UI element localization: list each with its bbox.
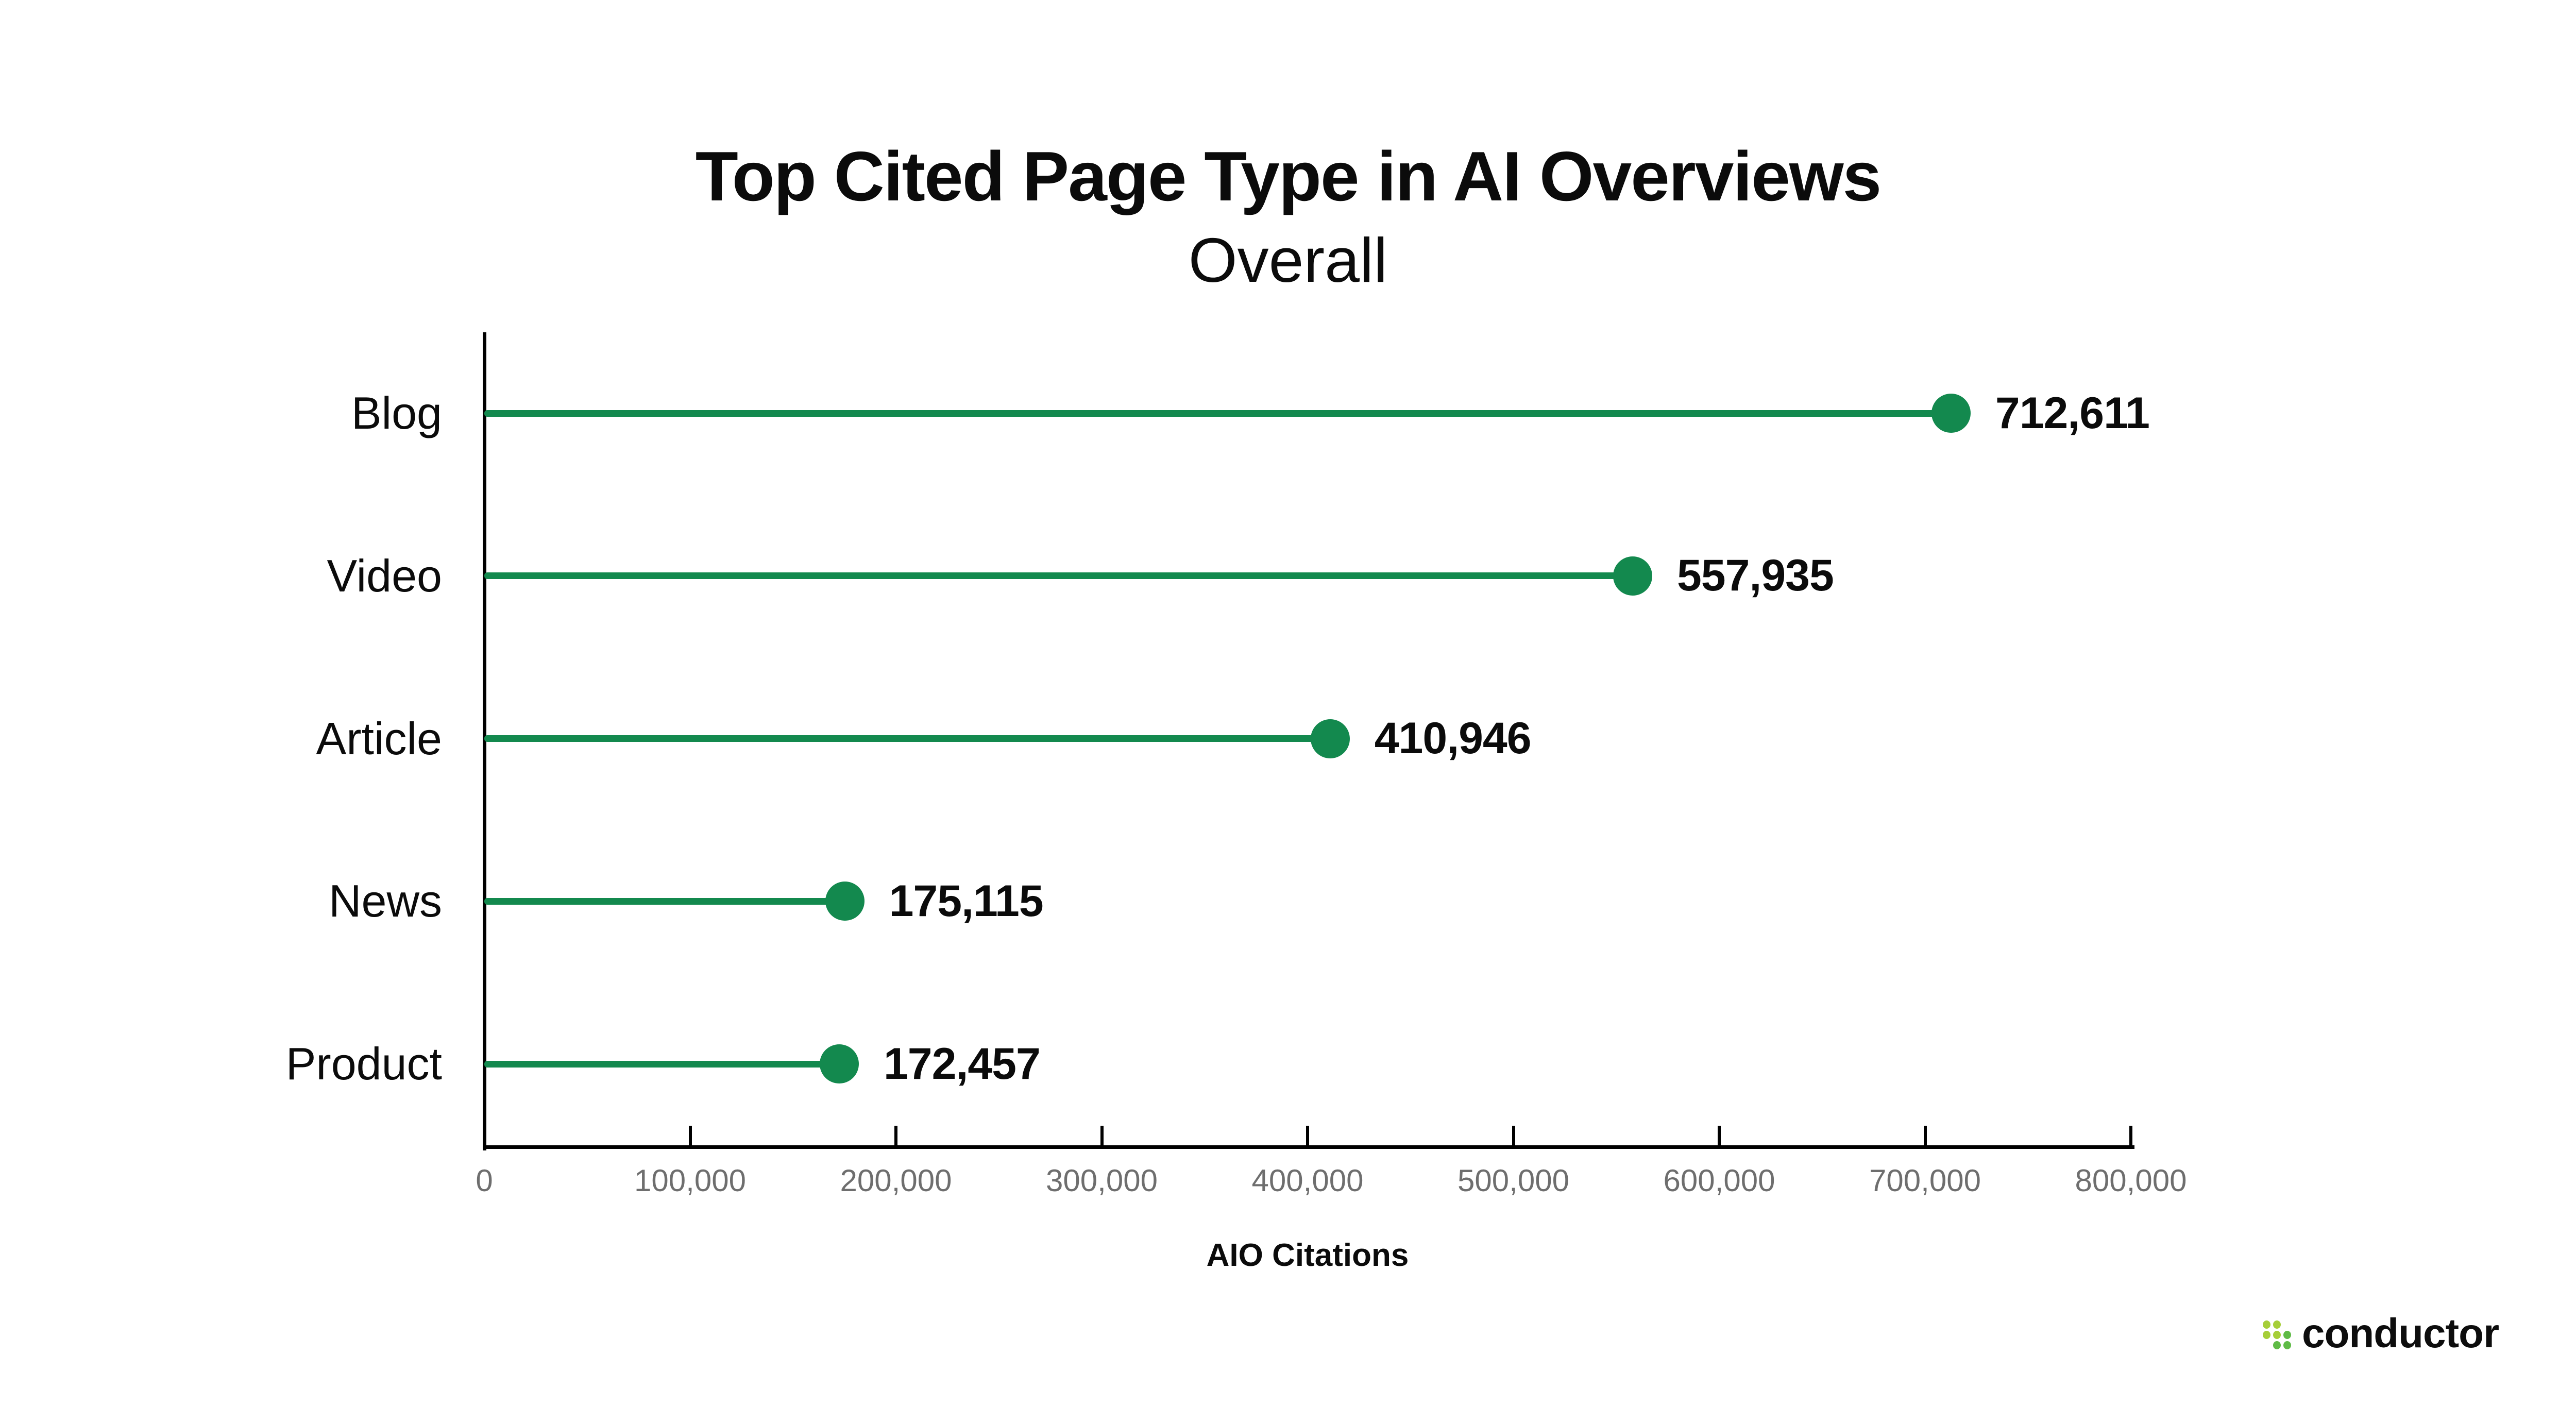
lollipop-dot	[819, 1044, 859, 1083]
value-label: 175,115	[889, 876, 1044, 926]
x-axis-tick-label: 500,000	[1458, 1163, 1569, 1198]
lollipop-dot	[1613, 556, 1652, 596]
x-axis-tick-mark	[1306, 1126, 1309, 1145]
logo-dot	[2263, 1331, 2270, 1339]
lollipop-stem	[484, 572, 1633, 580]
category-label: Video	[327, 550, 442, 601]
logo-dot	[2273, 1320, 2281, 1329]
x-axis-tick-mark	[1512, 1126, 1515, 1145]
x-axis-tick-label: 400,000	[1251, 1163, 1364, 1198]
category-label: News	[328, 875, 442, 927]
logo-dot	[2283, 1331, 2291, 1339]
x-axis-tick-mark	[483, 1126, 486, 1145]
category-label: Blog	[351, 387, 442, 438]
logo-dot	[2273, 1341, 2281, 1349]
chart-subtitle: Overall	[1188, 225, 1388, 295]
x-axis-title: AIO Citations	[1206, 1238, 1409, 1273]
x-axis-tick-mark	[1718, 1126, 1721, 1145]
x-axis-tick-label: 100,000	[634, 1163, 746, 1198]
lollipop-stem	[484, 897, 845, 905]
conductor-dots-icon	[2263, 1320, 2292, 1349]
value-label: 712,611	[1995, 388, 2150, 438]
category-label: Article	[316, 713, 443, 764]
x-axis-tick-mark	[688, 1126, 692, 1145]
y-axis-line	[483, 332, 486, 1150]
lollipop-stem	[484, 735, 1330, 742]
value-label: 172,457	[883, 1039, 1041, 1089]
x-axis-tick-label: 200,000	[840, 1163, 952, 1198]
lollipop-dot	[1310, 719, 1350, 758]
value-label: 557,935	[1676, 551, 1834, 601]
category-label: Product	[285, 1038, 442, 1089]
chart-title: Top Cited Page Type in AI Overviews	[695, 137, 1882, 215]
x-axis-tick-mark	[1923, 1126, 1927, 1145]
x-axis-tick-label: 800,000	[2075, 1163, 2187, 1198]
x-axis-tick-label: 0	[476, 1163, 493, 1198]
logo-dot	[2273, 1331, 2281, 1339]
lollipop-stem	[484, 1060, 839, 1068]
lollipop-stem	[484, 410, 1951, 417]
conductor-logo: conductor	[2263, 1307, 2499, 1363]
x-axis-tick-label: 300,000	[1046, 1163, 1158, 1198]
value-label: 410,946	[1374, 714, 1532, 763]
x-axis-tick-mark	[2129, 1126, 2132, 1145]
lollipop-dot	[1931, 394, 1971, 433]
logo-dot	[2283, 1341, 2291, 1349]
x-axis-tick-label: 600,000	[1663, 1163, 1775, 1198]
lollipop-dot	[825, 882, 865, 921]
logo-dot	[2263, 1320, 2270, 1329]
x-axis-tick-mark	[1100, 1126, 1104, 1145]
x-axis-tick-label: 700,000	[1869, 1163, 1981, 1198]
x-axis-line	[483, 1145, 2134, 1149]
x-axis-tick-mark	[894, 1126, 897, 1145]
conductor-logo-text: conductor	[2302, 1310, 2499, 1356]
